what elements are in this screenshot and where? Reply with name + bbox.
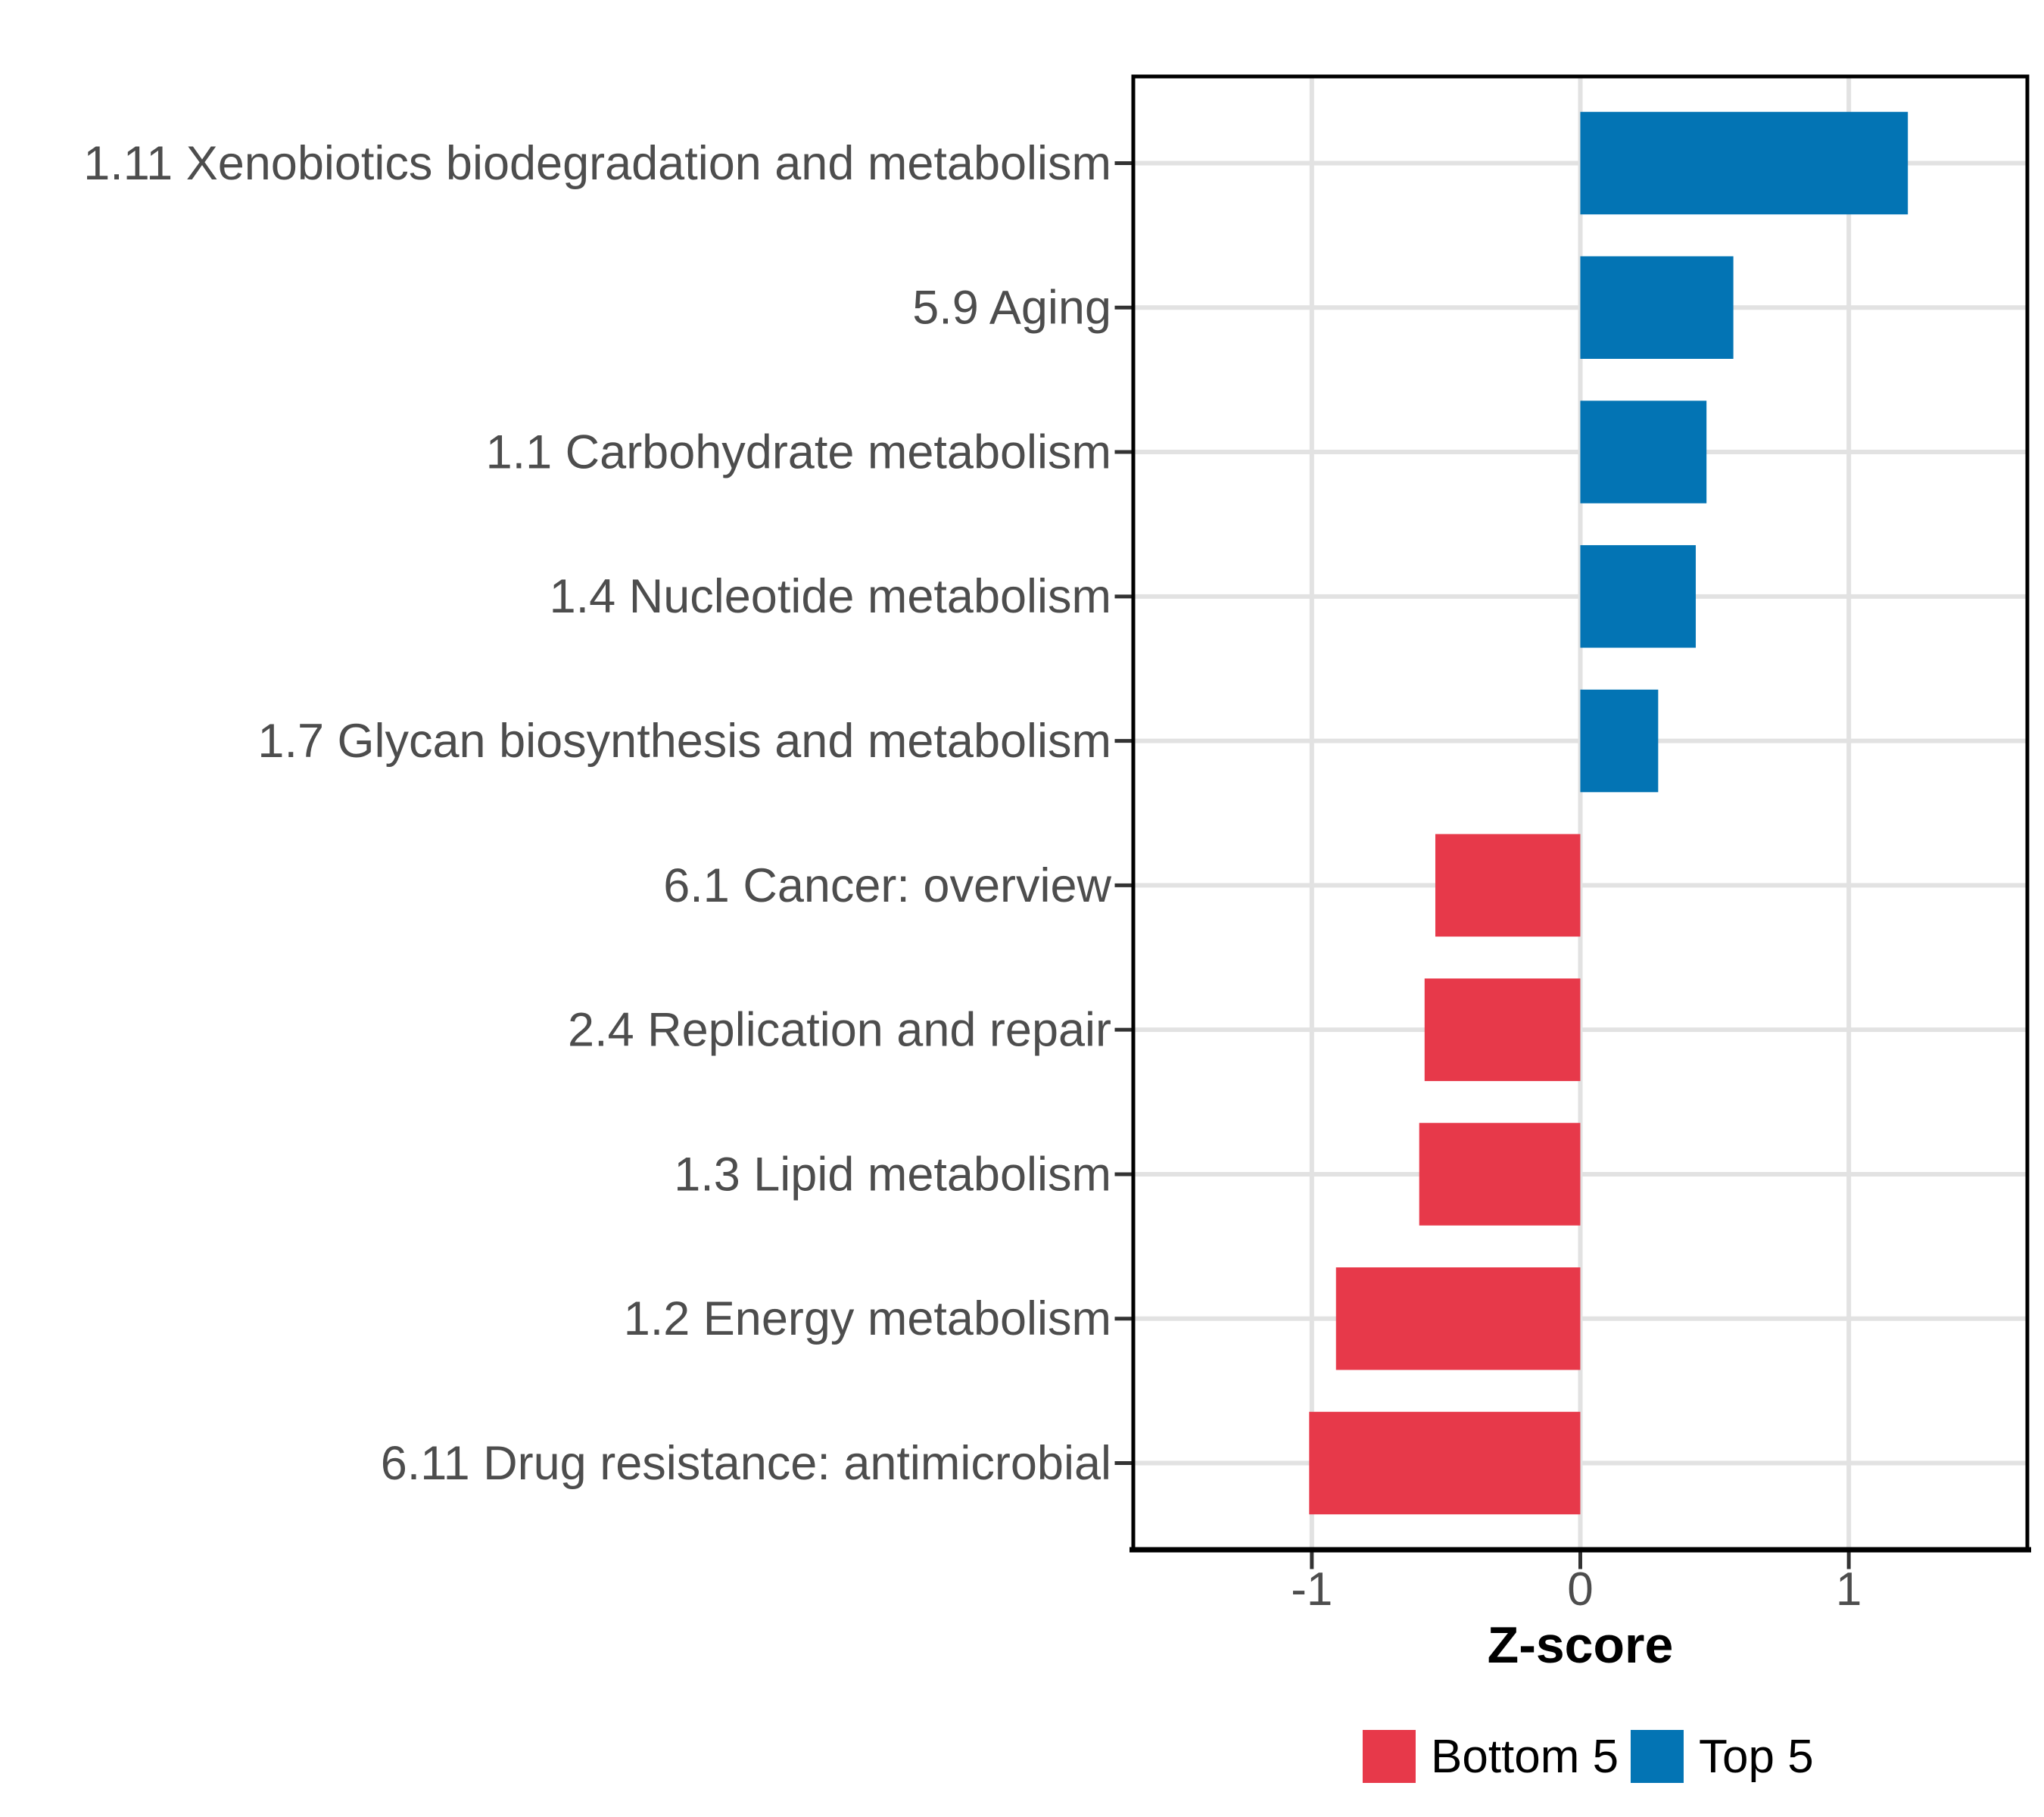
y-axis-label: 1.4 Nucleotide metabolism (550, 570, 1111, 623)
bar-top-5 (1580, 111, 1908, 215)
x-tick-label: 0 (1567, 1563, 1593, 1616)
y-axis-label: 5.9 Aging (912, 282, 1111, 335)
legend-swatch-bottom-5 (1363, 1730, 1416, 1783)
bar-top-5 (1580, 400, 1707, 503)
legend-label: Bottom 5 (1431, 1731, 1619, 1783)
legend: Bottom 5 Top 5 (1363, 1730, 1814, 1783)
bar-bottom-5 (1435, 834, 1581, 937)
bars (1309, 111, 1908, 1515)
y-axis-label: 1.2 Energy metabolism (624, 1292, 1111, 1345)
y-axis-label: 6.11 Drug resistance: antimicrobial (381, 1437, 1111, 1490)
axis-ticks (1114, 161, 2031, 1569)
bar-bottom-5 (1309, 1411, 1581, 1515)
legend-swatch-top-5 (1631, 1730, 1684, 1783)
x-tick-label: -1 (1291, 1563, 1332, 1616)
y-axis-label: 6.1 Cancer: overview (663, 859, 1111, 912)
bar-top-5 (1580, 545, 1697, 648)
x-tick-label: 1 (1836, 1563, 1862, 1616)
bar-bottom-5 (1335, 1267, 1581, 1370)
y-axis-label: 1.11 Xenobiotics biodegradation and meta… (83, 137, 1111, 190)
y-axis-labels: 1.11 Xenobiotics biodegradation and meta… (83, 137, 1111, 1490)
x-axis-title: Z-score (1488, 1616, 1674, 1674)
bar-bottom-5 (1424, 978, 1581, 1081)
y-axis-label: 1.3 Lipid metabolism (674, 1148, 1111, 1201)
bar-top-5 (1580, 256, 1734, 359)
x-axis-tick-labels: -1 0 1 (1291, 1563, 1862, 1616)
y-axis-label: 1.1 Carbohydrate metabolism (486, 425, 1111, 478)
legend-label: Top 5 (1699, 1731, 1814, 1783)
y-axis-label: 1.7 Glycan biosynthesis and metabolism (257, 715, 1111, 768)
bar-top-5 (1580, 689, 1659, 793)
y-axis-label: 2.4 Replication and repair (568, 1004, 1111, 1057)
bar-bottom-5 (1419, 1123, 1581, 1226)
